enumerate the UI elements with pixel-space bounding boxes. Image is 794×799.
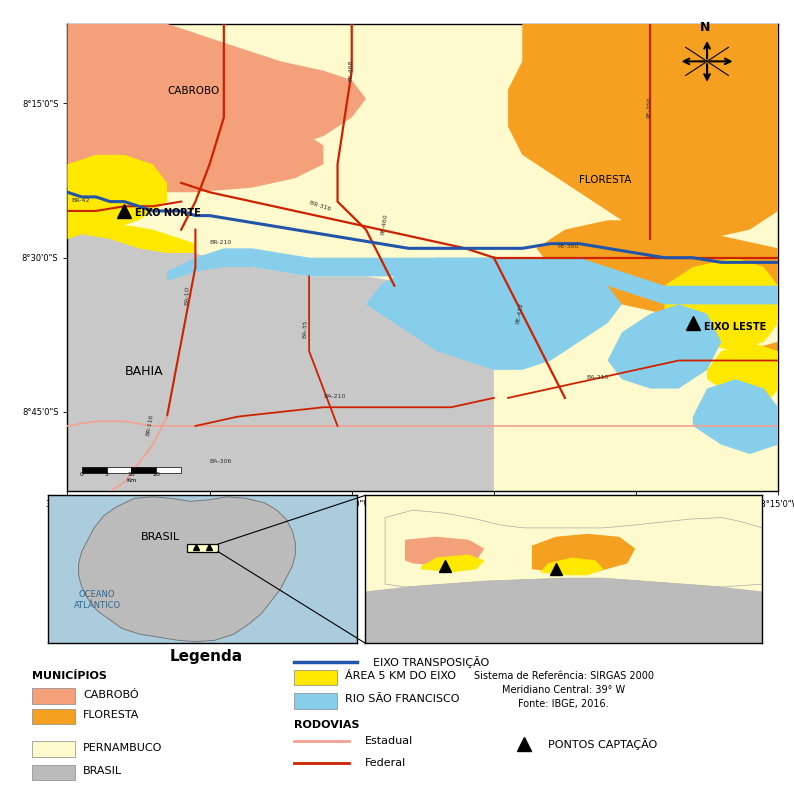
Text: N: N	[700, 21, 711, 34]
Text: OCEANO
ATLÂNTICO: OCEANO ATLÂNTICO	[74, 590, 121, 610]
Text: BA-210: BA-210	[586, 376, 609, 380]
Text: BA-306: BA-306	[210, 459, 232, 464]
Polygon shape	[67, 155, 167, 229]
Text: PE-460: PE-460	[380, 213, 388, 236]
Polygon shape	[365, 575, 762, 643]
Text: BRASIL: BRASIL	[141, 531, 179, 542]
Polygon shape	[167, 248, 778, 304]
Polygon shape	[67, 225, 494, 491]
Text: PE-350: PE-350	[646, 97, 653, 118]
Text: BA-210: BA-210	[323, 394, 345, 399]
Text: BR-116: BR-116	[145, 414, 154, 436]
Polygon shape	[365, 495, 762, 591]
Text: ÁREA 5 KM DO EIXO: ÁREA 5 KM DO EIXO	[345, 671, 457, 681]
Text: Estadual: Estadual	[365, 737, 414, 746]
Polygon shape	[167, 24, 366, 145]
Text: 0: 0	[79, 472, 83, 478]
Text: BRASIL: BRASIL	[83, 766, 122, 776]
Text: EIXO NORTE: EIXO NORTE	[135, 208, 201, 217]
Polygon shape	[67, 221, 195, 253]
Text: BA-1O: BA-1O	[185, 286, 191, 305]
Text: FLORESTA: FLORESTA	[83, 710, 140, 720]
Bar	[82, 467, 106, 473]
Text: BAHIA: BAHIA	[125, 364, 163, 378]
Text: BR-42: BR-42	[71, 197, 90, 203]
Polygon shape	[405, 537, 484, 566]
Polygon shape	[366, 257, 622, 370]
Bar	[106, 467, 132, 473]
Text: PE-422: PE-422	[515, 302, 524, 324]
Polygon shape	[665, 257, 778, 351]
Polygon shape	[79, 497, 295, 642]
Bar	[32, 741, 75, 757]
Polygon shape	[537, 221, 778, 323]
Polygon shape	[735, 342, 778, 407]
Polygon shape	[607, 304, 721, 388]
Text: 10: 10	[128, 472, 135, 478]
Bar	[294, 670, 337, 686]
Text: MUNICÍPIOS: MUNICÍPIOS	[32, 671, 106, 682]
Polygon shape	[508, 24, 778, 239]
Text: CABROBO: CABROBO	[167, 86, 219, 96]
Bar	[132, 467, 156, 473]
Text: PE-468: PE-468	[349, 60, 353, 81]
Text: RIO SÃO FRANCISCO: RIO SÃO FRANCISCO	[345, 694, 460, 704]
Bar	[32, 689, 75, 704]
Text: Federal: Federal	[365, 758, 407, 768]
Text: BA-35: BA-35	[302, 320, 307, 338]
Text: Legenda: Legenda	[170, 650, 243, 665]
Text: BR 316: BR 316	[309, 201, 332, 212]
Text: EIXO TRANSPOSIÇÃO: EIXO TRANSPOSIÇÃO	[373, 656, 489, 668]
Text: CABROBÓ: CABROBÓ	[83, 690, 139, 700]
Text: EIXO LESTE: EIXO LESTE	[703, 322, 765, 332]
Polygon shape	[532, 534, 635, 572]
Polygon shape	[540, 558, 603, 575]
Text: RODOVIAS: RODOVIAS	[294, 720, 359, 729]
Text: PONTOS CAPTAÇÃO: PONTOS CAPTAÇÃO	[548, 738, 657, 750]
Polygon shape	[693, 380, 778, 454]
Text: PE-360: PE-360	[558, 244, 580, 249]
Polygon shape	[67, 24, 323, 193]
Text: Sistema de Referência: SIRGAS 2000
Meridiano Central: 39° W
Fonte: IBGE, 2016.: Sistema de Referência: SIRGAS 2000 Merid…	[474, 671, 653, 710]
Text: PERNAMBUCO: PERNAMBUCO	[83, 742, 163, 753]
Bar	[32, 765, 75, 781]
Polygon shape	[421, 555, 484, 572]
Polygon shape	[385, 510, 762, 587]
Text: BR-210: BR-210	[210, 240, 232, 244]
Text: 5: 5	[105, 472, 109, 478]
Bar	[32, 709, 75, 724]
Text: Km: Km	[126, 478, 137, 483]
Bar	[187, 544, 218, 551]
Bar	[294, 693, 337, 709]
Bar	[156, 467, 181, 473]
Text: FLORESTA: FLORESTA	[579, 175, 631, 185]
Polygon shape	[707, 342, 778, 407]
Text: 20: 20	[152, 472, 160, 478]
